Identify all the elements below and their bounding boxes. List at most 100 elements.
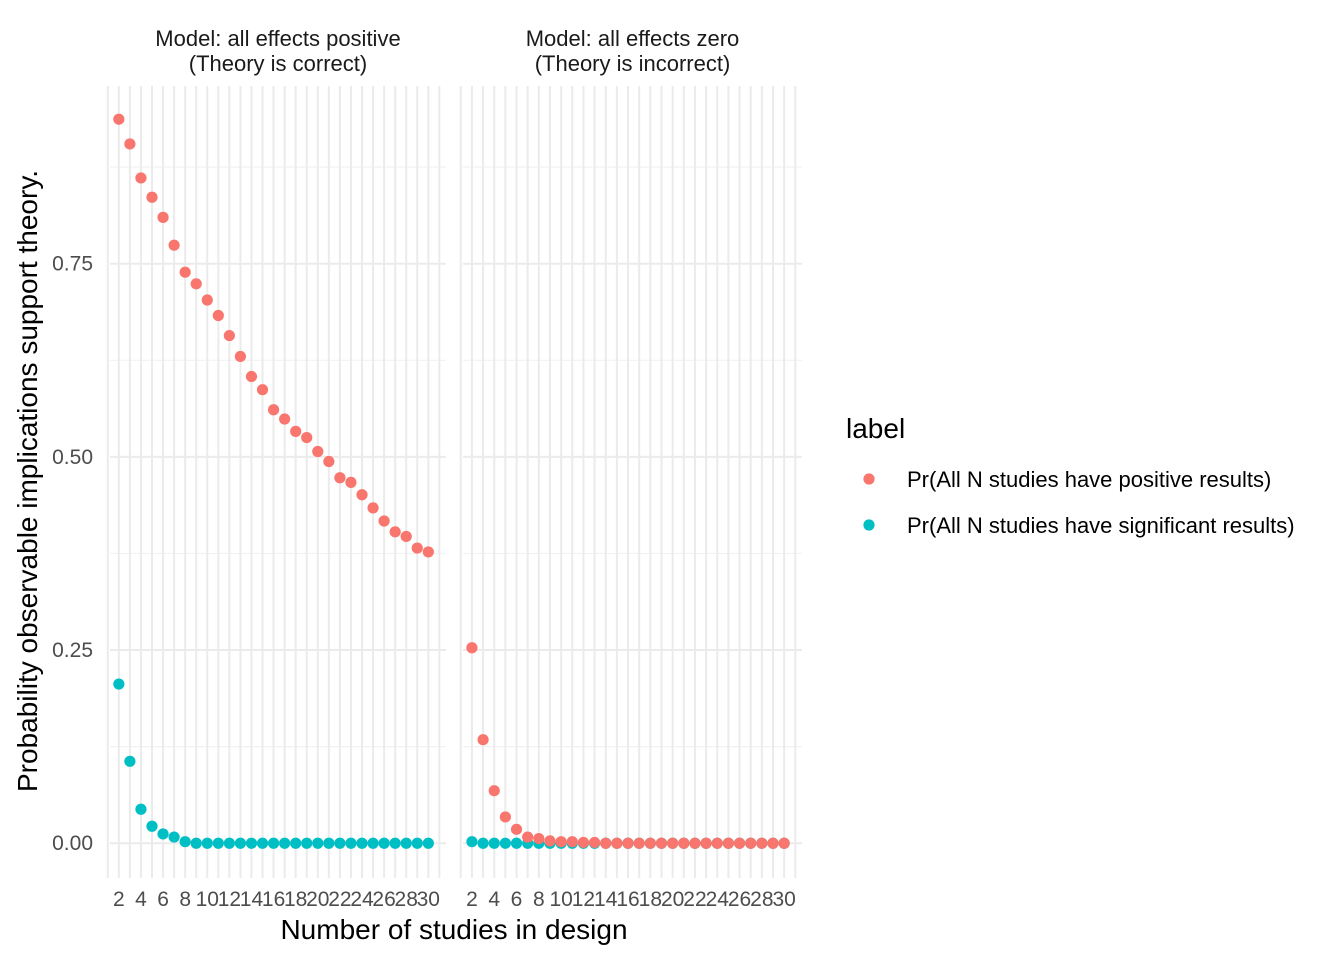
x-tick-label: 2 bbox=[113, 888, 125, 911]
x-tick-label: 14 bbox=[240, 888, 264, 911]
data-point bbox=[201, 837, 213, 849]
data-point bbox=[733, 837, 746, 849]
data-point bbox=[179, 266, 191, 278]
data-point bbox=[267, 404, 280, 416]
data-point bbox=[466, 836, 478, 848]
data-point bbox=[756, 837, 768, 849]
data-point bbox=[334, 472, 346, 484]
data-point bbox=[499, 837, 511, 849]
data-point bbox=[588, 836, 601, 849]
y-axis-title: Probability observable implications supp… bbox=[12, 170, 43, 792]
data-point bbox=[466, 642, 478, 654]
data-point bbox=[356, 489, 368, 501]
data-point bbox=[279, 837, 291, 849]
x-tick-label: 4 bbox=[135, 888, 147, 911]
x-tick-label: 4 bbox=[488, 888, 500, 911]
data-point bbox=[157, 211, 169, 223]
y-tick-label: 0.25 bbox=[52, 639, 93, 662]
x-tick-label: 26 bbox=[372, 888, 395, 911]
data-point bbox=[622, 837, 634, 849]
data-point bbox=[555, 836, 567, 848]
data-point bbox=[389, 526, 401, 538]
data-point bbox=[168, 831, 180, 843]
x-tick-label: 24 bbox=[350, 888, 374, 911]
data-point bbox=[345, 476, 357, 488]
data-point bbox=[722, 837, 735, 849]
data-point bbox=[345, 837, 357, 849]
x-tick-label: 6 bbox=[511, 888, 523, 911]
data-point bbox=[234, 350, 247, 363]
data-point bbox=[146, 191, 158, 203]
x-tick-label: 10 bbox=[196, 888, 219, 911]
data-point bbox=[356, 837, 368, 849]
data-point bbox=[334, 837, 346, 849]
data-point bbox=[367, 502, 379, 514]
x-tick-label: 10 bbox=[549, 888, 572, 911]
data-point bbox=[422, 837, 434, 849]
data-point bbox=[488, 837, 500, 849]
x-tick-label: 22 bbox=[328, 888, 351, 911]
data-point bbox=[190, 837, 202, 849]
data-point bbox=[477, 837, 489, 849]
x-axis-title: Number of studies in design bbox=[280, 914, 627, 945]
data-point bbox=[655, 837, 668, 849]
x-tick-label: 8 bbox=[533, 888, 545, 911]
data-point bbox=[389, 837, 401, 849]
x-tick-label: 16 bbox=[616, 888, 639, 911]
x-tick-label: 18 bbox=[284, 888, 307, 911]
y-axis: 0.00 0.25 0.50 0.75 bbox=[52, 253, 93, 856]
data-point bbox=[323, 837, 335, 849]
data-point bbox=[113, 678, 125, 690]
data-point bbox=[168, 239, 180, 251]
legend-label: Pr(All N studies have significant result… bbox=[907, 513, 1295, 538]
data-point bbox=[245, 837, 258, 849]
data-point bbox=[256, 837, 269, 849]
data-point bbox=[290, 425, 302, 437]
data-point bbox=[201, 294, 213, 306]
legend-title: label bbox=[846, 413, 905, 444]
data-point bbox=[533, 832, 545, 845]
legend-label: Pr(All N studies have positive results) bbox=[907, 467, 1271, 492]
data-point bbox=[378, 515, 390, 527]
data-point bbox=[290, 837, 302, 849]
data-point bbox=[411, 542, 423, 554]
x-tick-label: 20 bbox=[661, 888, 684, 911]
data-point bbox=[124, 755, 136, 767]
data-point bbox=[400, 837, 412, 849]
data-point bbox=[522, 831, 534, 843]
data-point bbox=[510, 837, 523, 849]
facet-panel: Model: all effects positive(Theory is co… bbox=[106, 26, 446, 911]
data-point bbox=[301, 431, 313, 444]
legend-key bbox=[863, 473, 875, 485]
y-tick-label: 0.00 bbox=[52, 832, 93, 855]
data-point bbox=[510, 823, 523, 835]
facet-title: Model: all effects positive bbox=[155, 26, 400, 51]
data-point bbox=[312, 837, 324, 849]
legend-key bbox=[863, 519, 875, 531]
data-point bbox=[234, 837, 247, 849]
series-points bbox=[113, 678, 434, 849]
data-point bbox=[267, 837, 280, 849]
data-point bbox=[544, 835, 556, 847]
data-point bbox=[190, 278, 202, 290]
data-point bbox=[279, 413, 291, 425]
x-tick-label: 20 bbox=[306, 888, 329, 911]
data-point bbox=[644, 837, 656, 849]
data-point bbox=[146, 820, 158, 832]
data-point bbox=[323, 455, 335, 468]
x-tick-label: 18 bbox=[639, 888, 662, 911]
x-tick-label: 16 bbox=[262, 888, 285, 911]
facet-subtitle: (Theory is incorrect) bbox=[535, 51, 731, 76]
data-point bbox=[312, 445, 324, 458]
data-point bbox=[767, 837, 779, 849]
facet-title: Model: all effects zero bbox=[526, 26, 740, 51]
x-tick-label: 28 bbox=[750, 888, 773, 911]
x-tick-label: 26 bbox=[728, 888, 751, 911]
x-tick-label: 12 bbox=[572, 888, 595, 911]
data-point bbox=[223, 837, 235, 849]
data-point bbox=[678, 837, 690, 849]
data-point bbox=[256, 384, 269, 396]
x-tick-label: 22 bbox=[683, 888, 706, 911]
facet-subtitle: (Theory is correct) bbox=[189, 51, 367, 76]
data-point bbox=[488, 785, 500, 797]
